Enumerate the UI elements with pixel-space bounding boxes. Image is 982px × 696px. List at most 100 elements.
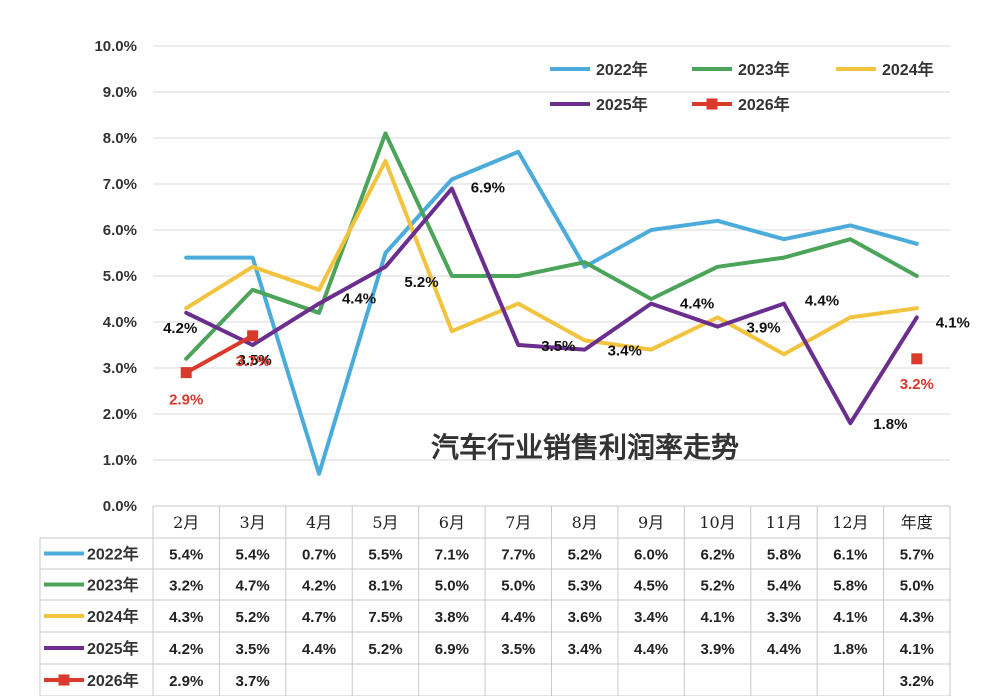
data-point-marker [911, 353, 923, 365]
data-label: 4.2% [163, 320, 197, 337]
table-cell: 4.4% [767, 641, 801, 658]
data-label: 4.4% [680, 296, 714, 313]
y-axis-ticks: 0.0% 1.0% 2.0% 3.0% 4.0% 5.0% 6.0% 7.0% 8.0% 9.0%… [94, 38, 137, 515]
y-tick-label: 10.0% [94, 38, 137, 55]
data-label: 4.4% [342, 291, 376, 308]
table-row-label: 2023年 [87, 576, 139, 595]
table-cell: 5.2% [568, 547, 602, 564]
table-cell: 4.7% [302, 609, 336, 626]
table-header-cell: 2月 [173, 513, 199, 532]
table-cell: 6.9% [435, 641, 469, 658]
table-cell: 5.5% [368, 547, 402, 564]
legend-label: 2023年 [738, 60, 790, 79]
table-cell: 5.4% [236, 547, 270, 564]
table-cell: 4.3% [900, 609, 934, 626]
table-cell: 3.4% [634, 609, 668, 626]
table-header-cell: 6月 [439, 513, 465, 532]
y-tick-label: 8.0% [103, 130, 137, 147]
table-cell: 7.5% [368, 609, 402, 626]
data-label: 4.4% [805, 293, 839, 310]
y-tick-label: 2.0% [103, 406, 137, 423]
table-cell: 3.5% [236, 641, 270, 658]
table-cell: 5.7% [900, 547, 934, 564]
legend-marker [706, 98, 718, 110]
table-cell: 6.0% [634, 547, 668, 564]
table-cell: 5.2% [700, 578, 734, 595]
series-line [184, 186, 919, 426]
table-cell: 3.4% [568, 641, 602, 658]
table-cell: 0.7% [302, 547, 336, 564]
data-label: 1.8% [873, 416, 907, 433]
table-header-cell: 9月 [638, 513, 664, 532]
table-row: 2024年 4.3% 5.2% 4.7% 7.5% 3.8% 4.4% 3.6% 3.4% 4.1… [44, 607, 934, 626]
series-line [184, 333, 255, 375]
series-2022年 [184, 149, 919, 476]
series-2026年 [180, 330, 923, 379]
legend-label: 2026年 [738, 95, 790, 114]
legend-entry: 2022年 [550, 60, 648, 79]
table-cell: 3.3% [767, 609, 801, 626]
table-row-label: 2025年 [87, 639, 139, 658]
table-row: 2022年 5.4% 5.4% 0.7% 5.5% 7.1% 7.7% 5.2% 6.0% 6.2… [44, 545, 934, 564]
legend-entry: 2025年 [550, 95, 648, 114]
table-header-cell: 7月 [505, 513, 531, 532]
legend-label: 2022年 [596, 60, 648, 79]
table-cell: 4.1% [700, 609, 734, 626]
table-cell: 3.2% [169, 578, 203, 595]
y-tick-label: 3.0% [103, 360, 137, 377]
legend-label: 2024年 [882, 60, 934, 79]
series-line [184, 159, 919, 357]
data-label: 5.2% [404, 274, 438, 291]
table-cell: 4.5% [634, 578, 668, 595]
legend: 2022年 2023年 2024年 2025年 2026年 [550, 60, 934, 114]
table-header-cell: 11月 [766, 513, 802, 532]
table-header-cell: 年度 [901, 513, 933, 532]
table-cell: 3.2% [900, 673, 934, 690]
series-2024年 [184, 159, 919, 357]
data-label: 3.2% [900, 376, 934, 393]
y-tick-label: 9.0% [103, 84, 137, 101]
table-cell: 6.1% [833, 547, 867, 564]
table-cell: 6.2% [700, 547, 734, 564]
table-cell: 2.9% [169, 673, 203, 690]
legend-label: 2025年 [596, 95, 648, 114]
legend-entry: 2026年 [692, 95, 790, 114]
table-cell: 8.1% [368, 578, 402, 595]
table-header-cell: 3月 [240, 513, 266, 532]
data-label: 2.9% [169, 392, 203, 409]
table-row: 2026年 2.9% 3.7% 3.2% [44, 671, 934, 690]
table-row-label: 2024年 [87, 607, 139, 626]
y-tick-label: 0.0% [103, 498, 137, 515]
table-cell: 5.4% [169, 547, 203, 564]
table-cell: 4.4% [501, 609, 535, 626]
data-point-marker [247, 330, 259, 342]
table-cell: 5.8% [767, 547, 801, 564]
table-header-cell: 12月 [832, 513, 868, 532]
series-lines [180, 131, 923, 476]
table-cell: 4.7% [236, 578, 270, 595]
series-line [184, 149, 919, 476]
table-cell: 3.8% [435, 609, 469, 626]
data-label: 3.9% [746, 320, 780, 337]
table-row-label: 2022年 [87, 545, 139, 564]
data-table: 2月 3月 4月 5月 6月 7月 8月 9月 10月 11月 12月 年度 2022年 5.4% 5.4%… [39, 505, 951, 696]
table-cell: 5.4% [767, 578, 801, 595]
table-cell: 5.8% [833, 578, 867, 595]
y-tick-label: 4.0% [103, 314, 137, 331]
table-cell: 5.2% [236, 609, 270, 626]
table-cell: 4.4% [302, 641, 336, 658]
table-cell: 4.2% [169, 641, 203, 658]
series-2023年 [184, 131, 919, 361]
data-labels: 4.2% 3.5% 4.4% 5.2% 6.9% 3.5% 3.4% 4.4% 3.9% 4.4%… [163, 180, 970, 434]
table-cell: 3.9% [700, 641, 734, 658]
table-cell: 7.1% [435, 547, 469, 564]
table-row-label: 2026年 [87, 671, 139, 690]
table-cell: 5.3% [568, 578, 602, 595]
table-cell: 4.1% [833, 609, 867, 626]
y-tick-label: 7.0% [103, 176, 137, 193]
table-row: 2025年 4.2% 3.5% 4.4% 5.2% 6.9% 3.5% 3.4% 4.4% 3.9… [44, 639, 934, 658]
data-label: 3.5% [541, 338, 575, 355]
data-label: 3.5% [238, 352, 272, 369]
table-row: 2023年 3.2% 4.7% 4.2% 8.1% 5.0% 5.0% 5.3% 4.5% 5.2… [44, 576, 934, 595]
table-header-cell: 5月 [372, 513, 398, 532]
